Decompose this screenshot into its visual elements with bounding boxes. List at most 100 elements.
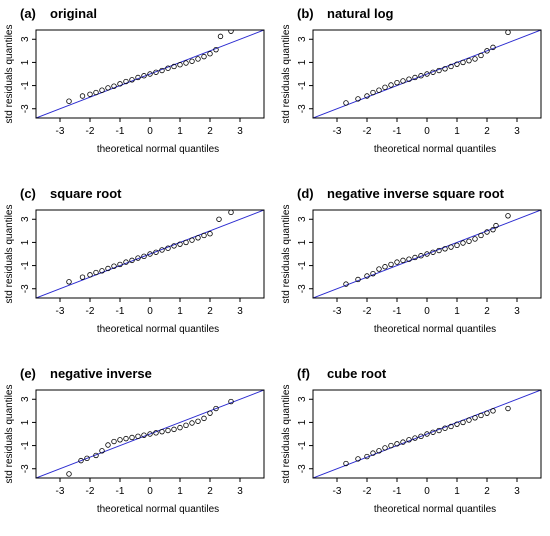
data-point bbox=[472, 56, 478, 62]
data-point bbox=[189, 237, 195, 243]
data-point bbox=[376, 87, 382, 93]
data-point bbox=[343, 281, 349, 287]
x-tick-label: 0 bbox=[424, 486, 430, 497]
data-point bbox=[412, 254, 418, 261]
panel-title: original bbox=[50, 6, 97, 21]
data-point bbox=[207, 410, 213, 416]
x-tick-label: 1 bbox=[454, 126, 460, 137]
data-point bbox=[505, 30, 511, 36]
x-tick-label: 2 bbox=[484, 306, 490, 317]
panel-f: (f) cube root -3 -2 -1 0 1 2 3 -3 -1 1 3 theoretical … bbox=[281, 366, 542, 515]
x-tick-label: 3 bbox=[237, 486, 243, 497]
y-axis-label: std residuals quantiles bbox=[281, 385, 292, 484]
y-tick-label: 3 bbox=[20, 396, 31, 402]
data-point bbox=[355, 456, 361, 462]
y-tick-label: 1 bbox=[20, 419, 31, 425]
panel-d: (d) negative inverse square root -3 -2 -1 0 1 2… bbox=[281, 186, 542, 335]
data-point bbox=[79, 93, 86, 99]
panel-b: (b) natural log -3 -2 -1 0 1 2 3 -3 -1 1 3 theoretica… bbox=[281, 6, 542, 155]
data-point bbox=[87, 272, 93, 278]
x-tick-label: -2 bbox=[86, 126, 95, 137]
x-tick-label: 2 bbox=[207, 486, 213, 497]
data-point bbox=[382, 84, 388, 91]
data-point bbox=[105, 442, 111, 448]
data-point bbox=[141, 253, 147, 260]
x-tick-label: -2 bbox=[363, 486, 372, 497]
data-point bbox=[448, 244, 454, 250]
data-point bbox=[207, 51, 213, 57]
data-point bbox=[93, 452, 99, 459]
data-point bbox=[364, 93, 370, 99]
data-point bbox=[466, 417, 472, 423]
y-tick-label: -1 bbox=[20, 81, 31, 90]
data-point bbox=[355, 96, 361, 102]
reference-line bbox=[36, 30, 264, 118]
reference-line bbox=[313, 30, 541, 118]
x-tick-label: 3 bbox=[237, 306, 243, 317]
panel-title: square root bbox=[50, 186, 122, 201]
data-point bbox=[207, 231, 213, 237]
y-axis-label: std residuals quantiles bbox=[281, 25, 292, 124]
data-point bbox=[484, 229, 490, 235]
data-point bbox=[111, 263, 117, 269]
data-point bbox=[442, 66, 448, 72]
x-tick-label: -3 bbox=[56, 486, 65, 497]
data-point bbox=[460, 59, 466, 66]
y-tick-label: 3 bbox=[20, 36, 31, 42]
data-point bbox=[216, 216, 222, 222]
data-point bbox=[141, 432, 147, 438]
data-point bbox=[430, 429, 436, 435]
data-point bbox=[394, 259, 400, 265]
x-tick-label: -3 bbox=[333, 306, 342, 317]
data-point bbox=[370, 450, 376, 456]
data-point bbox=[454, 242, 460, 249]
data-point bbox=[105, 85, 111, 91]
data-point bbox=[424, 431, 430, 437]
data-point bbox=[460, 419, 466, 426]
data-point bbox=[406, 76, 412, 82]
x-tick-label: 1 bbox=[177, 486, 183, 497]
x-axis-label: theoretical normal quantiles bbox=[374, 504, 496, 515]
x-tick-label: 0 bbox=[424, 126, 430, 137]
data-point bbox=[418, 73, 424, 79]
panel-title: cube root bbox=[327, 366, 387, 381]
panel-letter: (d) bbox=[297, 186, 314, 201]
y-tick-label: -1 bbox=[20, 441, 31, 450]
y-tick-label: -1 bbox=[297, 81, 308, 90]
data-point bbox=[394, 79, 400, 86]
data-point bbox=[78, 457, 84, 464]
x-tick-label: 3 bbox=[514, 126, 520, 137]
data-point bbox=[87, 91, 93, 97]
x-tick-label: -1 bbox=[116, 306, 125, 317]
data-point bbox=[147, 71, 153, 77]
data-point bbox=[217, 33, 224, 40]
data-point bbox=[159, 247, 165, 253]
data-point bbox=[201, 232, 207, 239]
data-point bbox=[505, 213, 511, 219]
data-point bbox=[177, 62, 183, 68]
data-point bbox=[135, 433, 141, 440]
y-tick-label: -1 bbox=[297, 261, 308, 270]
data-point bbox=[406, 256, 412, 262]
x-tick-label: -2 bbox=[363, 126, 372, 137]
y-tick-label: 1 bbox=[297, 239, 308, 245]
y-tick-label: -3 bbox=[20, 464, 31, 473]
x-tick-label: -2 bbox=[363, 306, 372, 317]
data-point bbox=[490, 226, 496, 233]
y-tick-label: 3 bbox=[297, 36, 308, 42]
x-tick-label: -1 bbox=[393, 126, 402, 137]
data-point bbox=[343, 460, 349, 467]
data-point bbox=[424, 71, 430, 77]
x-tick-label: -2 bbox=[86, 306, 95, 317]
x-tick-label: 2 bbox=[484, 126, 490, 137]
panel-title: natural log bbox=[327, 6, 394, 21]
data-point bbox=[123, 435, 129, 442]
data-point bbox=[478, 52, 484, 59]
x-tick-label: 3 bbox=[514, 306, 520, 317]
data-point bbox=[355, 276, 361, 283]
data-point bbox=[448, 423, 454, 430]
data-point bbox=[135, 255, 141, 261]
data-point bbox=[195, 418, 201, 424]
data-point bbox=[147, 431, 153, 437]
data-point bbox=[117, 437, 123, 443]
